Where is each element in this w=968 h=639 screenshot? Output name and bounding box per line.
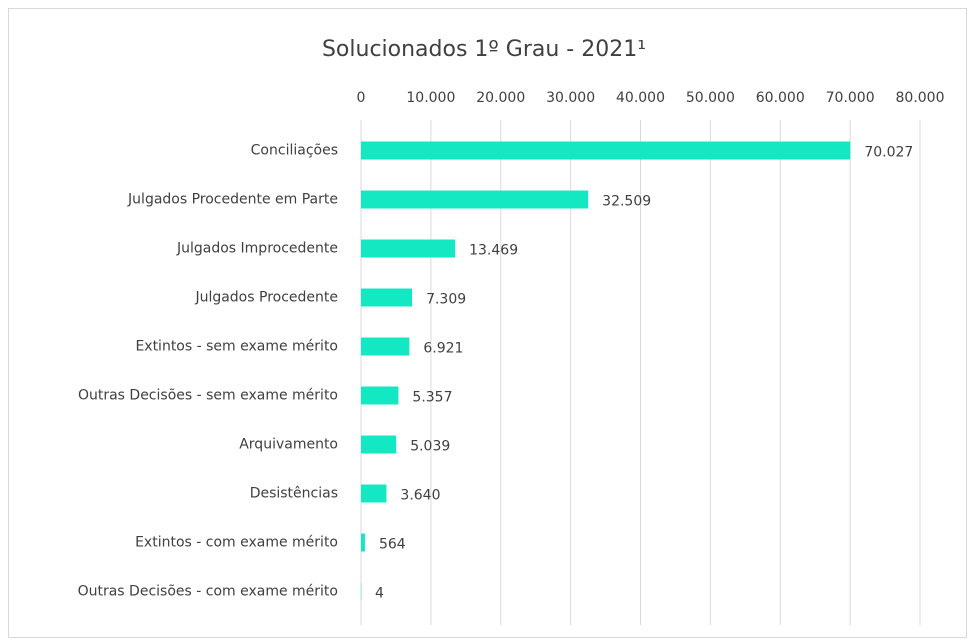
data-label: 3.640: [400, 488, 440, 504]
bar: [361, 484, 387, 503]
bar: [361, 435, 397, 454]
data-label: 70.027: [864, 145, 913, 161]
y-tick-label: Desistências: [250, 486, 338, 502]
data-label: 7.309: [426, 292, 466, 308]
y-tick-label: Outras Decisões - com exame mérito: [78, 584, 338, 600]
y-tick-label: Arquivamento: [239, 437, 338, 453]
data-label: 5.039: [410, 439, 450, 455]
chart-title: Solucionados 1º Grau - 2021¹: [322, 37, 646, 62]
chart-border: [8, 8, 967, 638]
x-tick-label: 10.000: [406, 90, 455, 106]
data-label: 13.469: [469, 243, 518, 259]
bar: [361, 239, 456, 258]
x-tick-label: 30.000: [546, 90, 595, 106]
bar: [361, 190, 589, 209]
x-tick-label: 0: [357, 90, 366, 106]
y-tick-label: Outras Decisões - sem exame mérito: [78, 388, 338, 404]
x-tick-label: 40.000: [616, 90, 665, 106]
x-tick-label: 60.000: [756, 90, 805, 106]
data-label: 32.509: [602, 194, 651, 210]
bar: [361, 141, 851, 160]
y-tick-label: Julgados Procedente em Parte: [127, 192, 338, 208]
data-label: 5.357: [412, 390, 452, 406]
bar: [361, 386, 399, 405]
y-tick-label: Julgados Procedente: [194, 290, 338, 306]
y-tick-label: Conciliações: [251, 143, 338, 159]
x-tick-label: 50.000: [686, 90, 735, 106]
data-label: 564: [379, 537, 406, 553]
x-tick-label: 70.000: [826, 90, 875, 106]
bar: [361, 288, 413, 307]
y-tick-label: Julgados Improcedente: [176, 241, 338, 257]
data-label: 6.921: [423, 341, 463, 357]
data-label: 4: [375, 586, 384, 602]
y-tick-label: Extintos - com exame mérito: [135, 535, 338, 551]
x-tick-label: 80.000: [896, 90, 945, 106]
bar: [361, 533, 365, 552]
x-tick-label: 20.000: [476, 90, 525, 106]
bar: [361, 337, 410, 356]
y-tick-label: Extintos - sem exame mérito: [135, 339, 338, 355]
